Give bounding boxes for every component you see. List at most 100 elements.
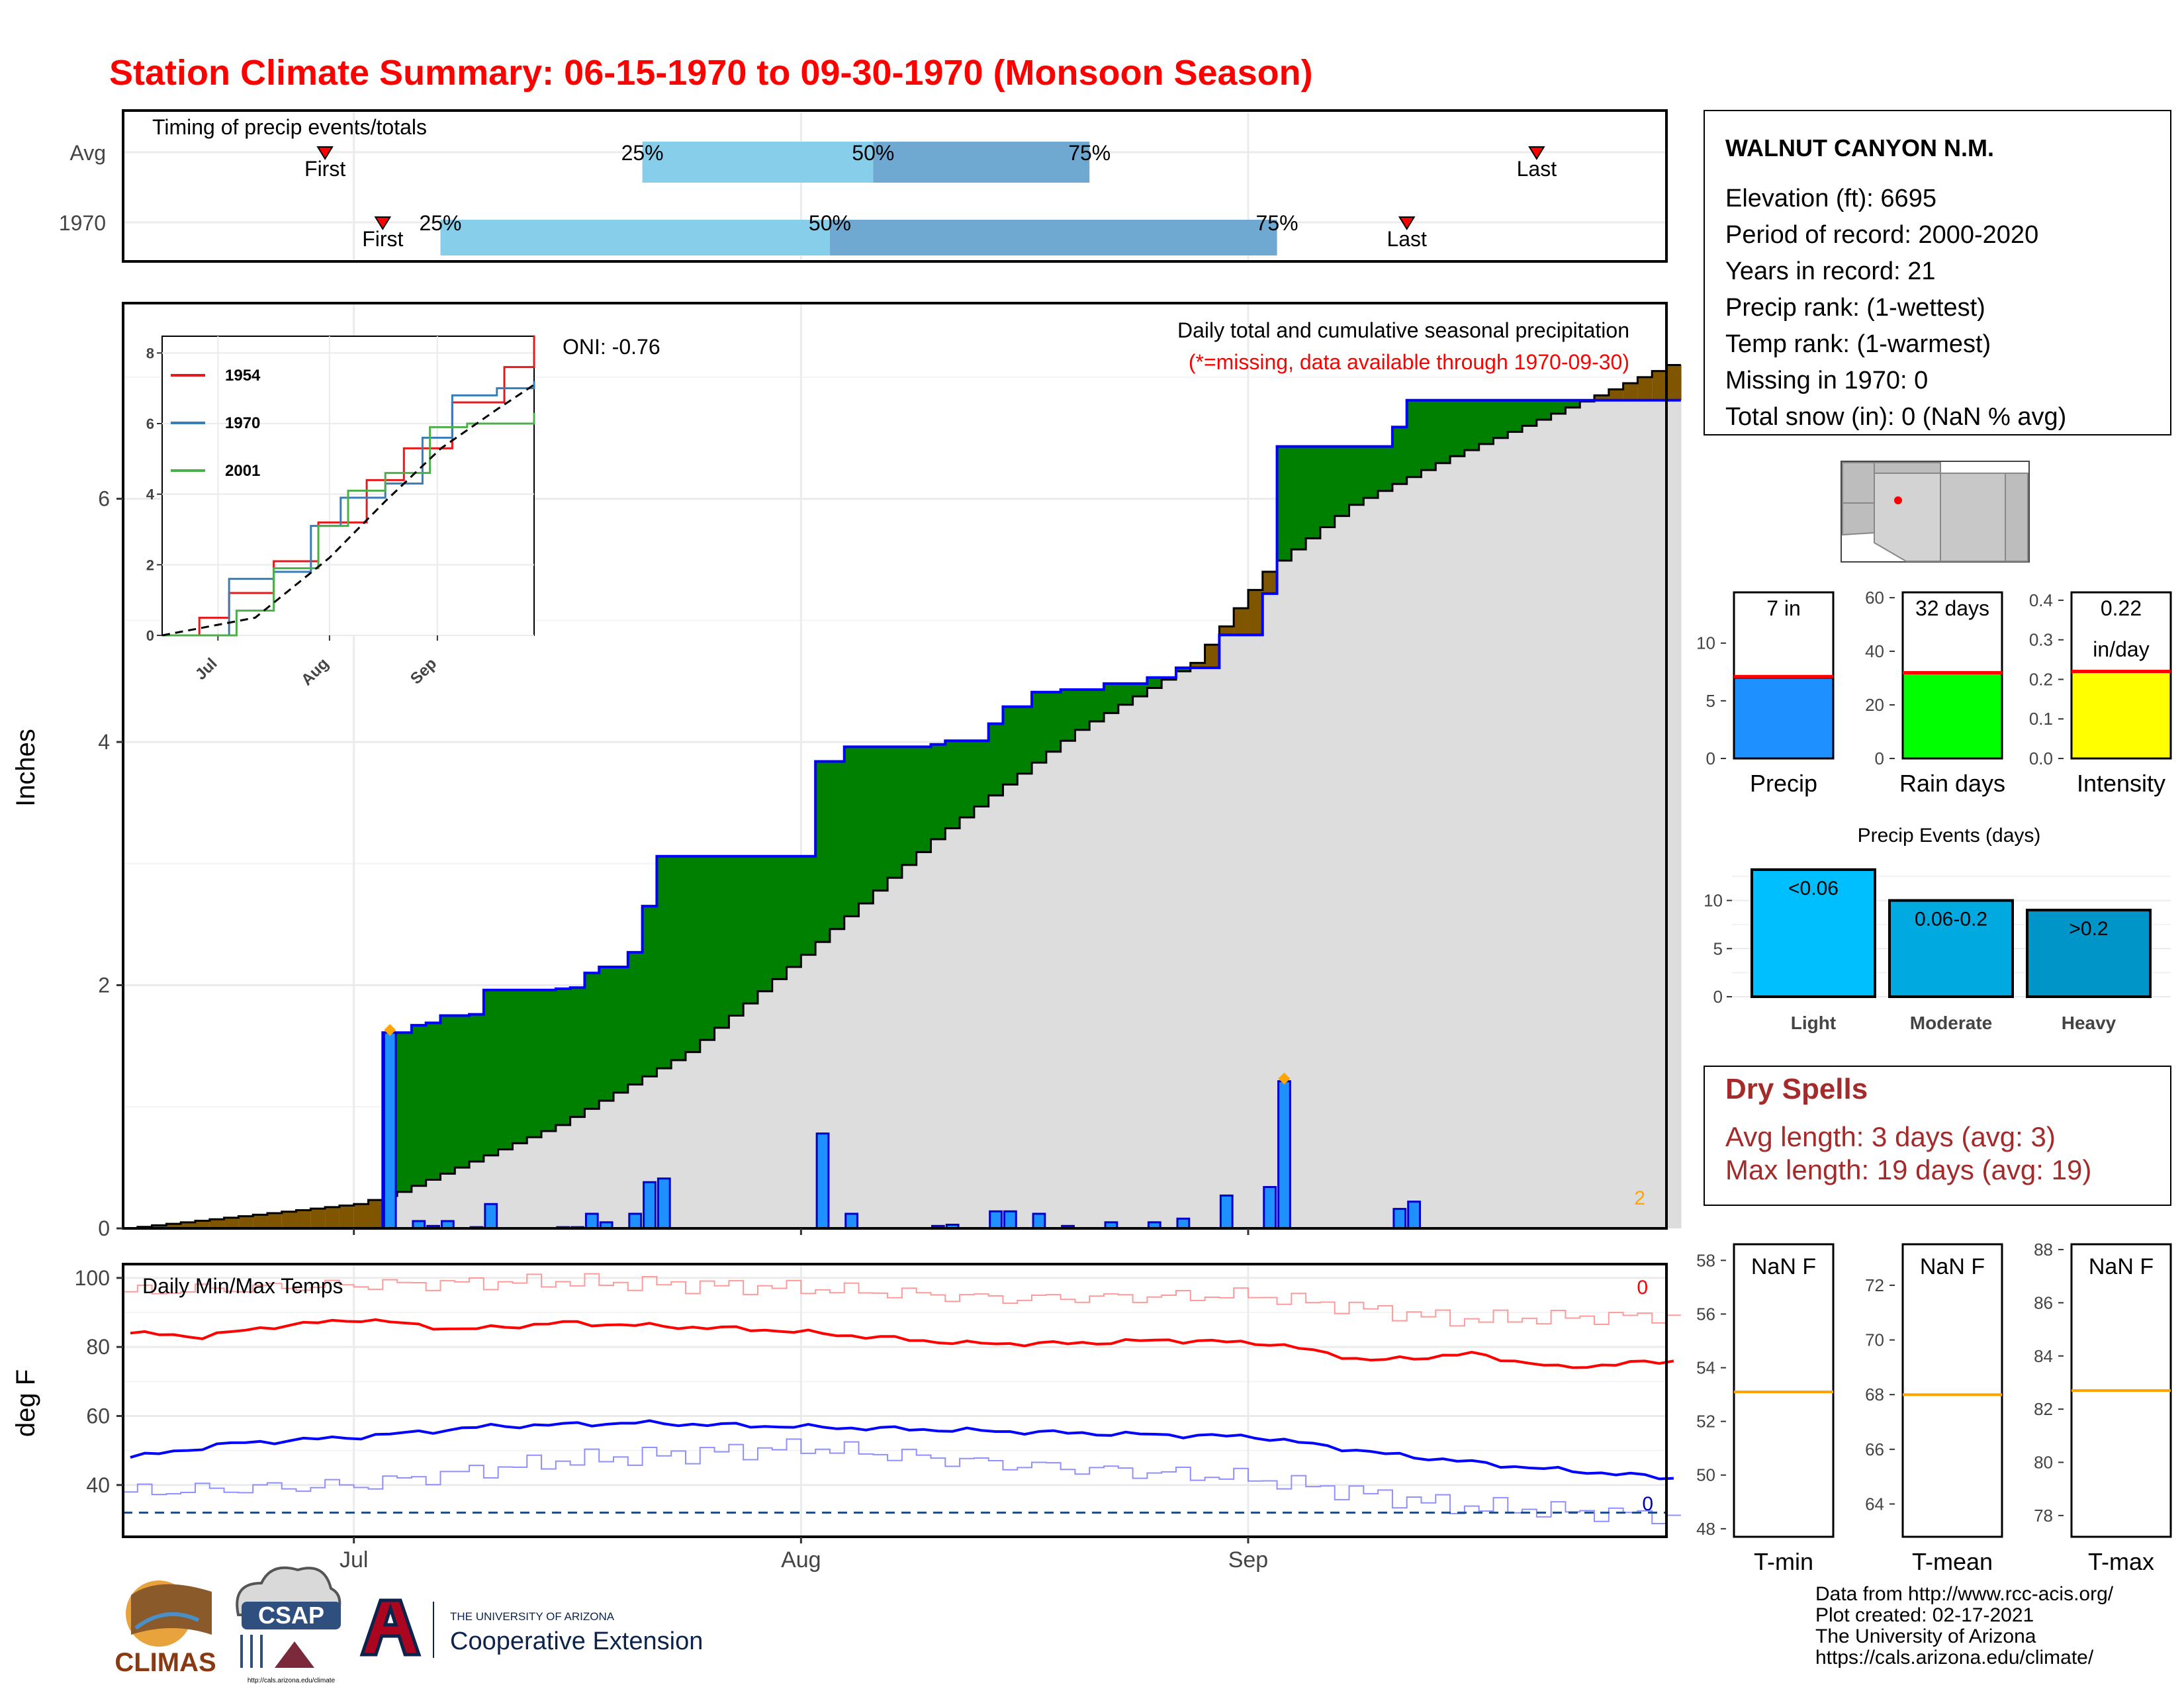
temp-summary-tick-label: 78: [2034, 1506, 2053, 1526]
credits: Data from http://www.rcc-acis.org/Plot c…: [1815, 1583, 2114, 1668]
above-average-fill: [411, 1025, 427, 1186]
above-average-fill: [614, 966, 629, 1093]
below-average-fill: [166, 1224, 181, 1228]
avg-cumulative-fill: [426, 1179, 441, 1228]
timing-label: Timing of precip events/totals: [152, 115, 427, 139]
above-average-fill: [1104, 683, 1119, 713]
temp-summary-label: T-min: [1754, 1548, 1813, 1575]
credit-line: The University of Arizona: [1815, 1625, 2036, 1647]
map-state-arizona: [1874, 473, 1941, 562]
temp-panel: Daily Min/Max Temps 0 0 deg F 406080100 …: [11, 1263, 1681, 1573]
temp-summary-label: T-max: [2088, 1548, 2154, 1575]
below-average-fill: [238, 1216, 253, 1228]
avg-cumulative-fill: [1306, 538, 1321, 1228]
temp-summary-value-text: NaN F: [1751, 1254, 1816, 1279]
summary-bar-value-unit: in/day: [2093, 637, 2149, 661]
summary-bar-value-text: 32 days: [1915, 596, 1989, 620]
station-info-frame: [1704, 110, 2171, 435]
summary-bar-tick-label: 0: [1706, 749, 1715, 768]
inset-y-tick-label: 2: [146, 557, 154, 573]
above-average-fill: [1406, 400, 1422, 477]
daily-precip-bar: [1003, 1210, 1017, 1230]
credit-line: Plot created: 02-17-2021: [1815, 1604, 2034, 1626]
below-average-fill: [1248, 590, 1263, 635]
ua-a-icon: [359, 1598, 422, 1657]
station-detail-line: Years in record: 21: [1725, 257, 1936, 285]
timing-q50-label: 50%: [852, 141, 894, 165]
precip-event-value-label: >0.2: [2069, 918, 2108, 940]
avg-cumulative-fill: [1637, 377, 1653, 1228]
above-average-fill: [1479, 400, 1494, 444]
station-details: Elevation (ft): 6695 Period of record: 20…: [1725, 185, 2066, 431]
temp-summary-frame: [1733, 1243, 1835, 1538]
above-average-fill: [1118, 683, 1134, 705]
above-average-fill: [1551, 400, 1567, 414]
temp-x-tick-label: Jul: [340, 1547, 368, 1573]
above-average-fill: [1032, 692, 1047, 763]
avg-cumulative-fill: [1147, 688, 1162, 1228]
avg-cumulative-fill: [974, 806, 989, 1228]
above-average-fill: [901, 747, 917, 865]
above-average-fill: [1277, 446, 1293, 561]
summary-bar-tick-label: 5: [1706, 691, 1715, 711]
temp-y-tick-label: 60: [86, 1404, 110, 1428]
above-average-fill: [671, 856, 686, 1060]
avg-cumulative-fill: [1277, 560, 1293, 1228]
above-average-fill: [873, 747, 888, 891]
above-average-fill: [426, 1023, 441, 1180]
avg-cumulative-fill: [714, 1027, 730, 1228]
temp-summary-tick-label: 48: [1696, 1519, 1715, 1539]
avg-cumulative-fill: [1175, 671, 1191, 1228]
daily-precip-bar: [844, 1212, 859, 1230]
daily-precip-bar: [1176, 1217, 1191, 1230]
above-average-fill: [455, 1015, 470, 1168]
above-average-fill: [1392, 427, 1408, 484]
daily-precip-bar: [1263, 1186, 1277, 1230]
map-state-texas: [2005, 473, 2028, 562]
avg-cumulative-fill: [1508, 432, 1523, 1229]
above-average-fill: [772, 856, 788, 980]
precip-event-category-label: Light: [1791, 1013, 1836, 1033]
avg-cumulative-fill: [1320, 527, 1336, 1228]
above-average-fill: [1508, 400, 1523, 432]
avg-cumulative-fill: [1594, 395, 1610, 1228]
timing-row-avg-label: Avg: [69, 141, 106, 165]
above-average-fill: [786, 856, 802, 967]
precip-y-axis-label: Inches: [11, 729, 40, 807]
avg-cumulative-fill: [1089, 721, 1105, 1228]
above-average-fill: [1565, 400, 1581, 408]
station-detail-line: Missing in 1970: 0: [1725, 367, 1928, 394]
above-average-fill: [858, 747, 874, 904]
avg-cumulative-fill: [1392, 484, 1408, 1228]
inset-legend-label: 2001: [225, 462, 260, 480]
avg-cumulative-fill: [700, 1040, 715, 1228]
avg-cumulative-fill: [786, 966, 802, 1228]
timing-first-label: First: [304, 157, 345, 181]
summary-bar-tick-label: 0.1: [2029, 709, 2053, 729]
below-average-fill: [1666, 365, 1682, 400]
credit-line: Data from http://www.rcc-acis.org/: [1815, 1583, 2114, 1605]
summary-bar-value: [1901, 671, 2003, 760]
above-average-fill: [570, 987, 586, 1117]
below-average-fill: [310, 1209, 326, 1228]
avg-cumulative-fill: [858, 903, 874, 1228]
daily-precip-bar: [657, 1177, 671, 1230]
station-detail-line: Temp rank: (1-warmest): [1725, 330, 1991, 358]
summary-bar-tick-label: 20: [1865, 695, 1884, 715]
below-average-fill: [253, 1214, 268, 1228]
climas-landscape-icon: [131, 1584, 212, 1635]
above-average-fill: [743, 856, 758, 1004]
above-average-fill: [483, 989, 499, 1156]
tmax-record-count: 0: [1637, 1277, 1648, 1299]
below-average-fill: [1262, 571, 1278, 594]
precip-marks: [123, 363, 1682, 1230]
climas-wave-icon: [134, 1612, 200, 1630]
temp-x-tick-label: Sep: [1228, 1547, 1269, 1573]
precip-event-bar: [2026, 909, 2152, 999]
temp-summary-tick-label: 50: [1696, 1465, 1715, 1485]
daily-precip-bar: [815, 1132, 830, 1230]
avg-cumulative-fill: [916, 852, 932, 1228]
precip-y-tick-label: 4: [98, 730, 110, 754]
daily-max-marker-icon: [1278, 1072, 1291, 1085]
